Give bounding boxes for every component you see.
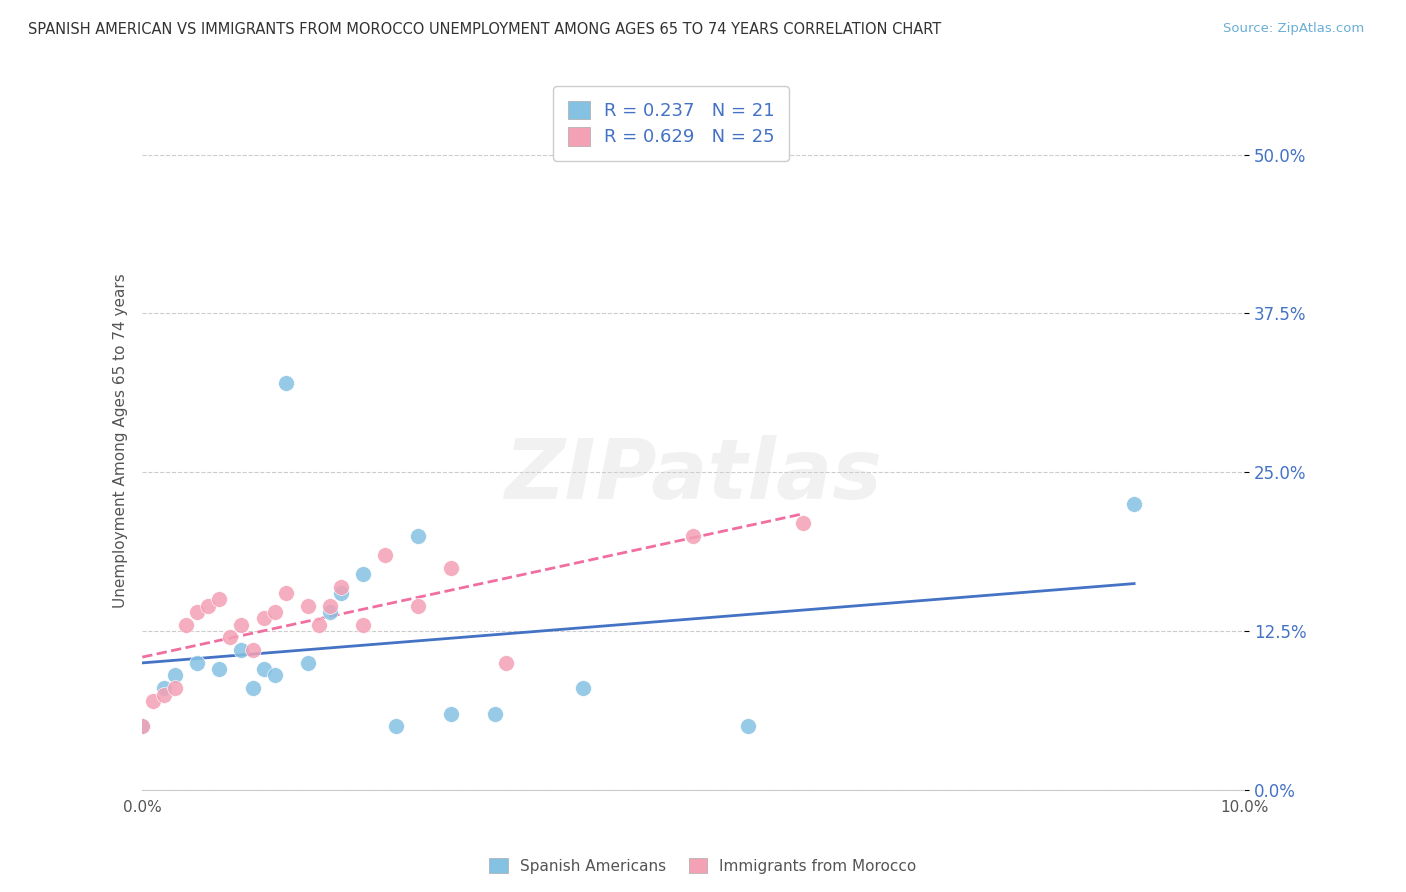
- Point: [792, 516, 814, 530]
- Point: [252, 611, 274, 625]
- Point: [374, 548, 396, 562]
- Point: [495, 656, 517, 670]
- Point: [329, 586, 352, 600]
- Point: [165, 681, 187, 696]
- Point: [406, 599, 429, 613]
- Point: [208, 592, 231, 607]
- Point: [231, 643, 253, 657]
- Text: ZIPatlas: ZIPatlas: [505, 435, 882, 516]
- Point: [352, 566, 374, 581]
- Point: [308, 617, 330, 632]
- Point: [208, 662, 231, 676]
- Point: [186, 605, 208, 619]
- Point: [153, 681, 176, 696]
- Point: [242, 681, 264, 696]
- Point: [186, 656, 208, 670]
- Point: [176, 617, 198, 632]
- Point: [682, 529, 704, 543]
- Point: [406, 529, 429, 543]
- Point: [142, 694, 165, 708]
- Point: [297, 656, 319, 670]
- Point: [352, 617, 374, 632]
- Point: [242, 643, 264, 657]
- Point: [263, 605, 285, 619]
- Point: [263, 668, 285, 682]
- Y-axis label: Unemployment Among Ages 65 to 74 years: Unemployment Among Ages 65 to 74 years: [114, 273, 128, 607]
- Point: [274, 376, 297, 391]
- Point: [274, 586, 297, 600]
- Point: [318, 599, 340, 613]
- Point: [318, 605, 340, 619]
- Point: [440, 560, 463, 574]
- Legend: Spanish Americans, Immigrants from Morocco: Spanish Americans, Immigrants from Moroc…: [484, 852, 922, 880]
- Point: [384, 719, 406, 733]
- Point: [131, 719, 153, 733]
- Point: [572, 681, 595, 696]
- Point: [252, 662, 274, 676]
- Point: [297, 599, 319, 613]
- Point: [197, 599, 219, 613]
- Text: SPANISH AMERICAN VS IMMIGRANTS FROM MOROCCO UNEMPLOYMENT AMONG AGES 65 TO 74 YEA: SPANISH AMERICAN VS IMMIGRANTS FROM MORO…: [28, 22, 942, 37]
- Point: [737, 719, 759, 733]
- Point: [231, 617, 253, 632]
- Text: Source: ZipAtlas.com: Source: ZipAtlas.com: [1223, 22, 1364, 36]
- Point: [219, 631, 242, 645]
- Point: [484, 706, 506, 721]
- Point: [1123, 497, 1146, 511]
- Point: [131, 719, 153, 733]
- Point: [165, 668, 187, 682]
- Legend: R = 0.237   N = 21, R = 0.629   N = 25: R = 0.237 N = 21, R = 0.629 N = 25: [554, 87, 789, 161]
- Point: [329, 580, 352, 594]
- Point: [153, 688, 176, 702]
- Point: [440, 706, 463, 721]
